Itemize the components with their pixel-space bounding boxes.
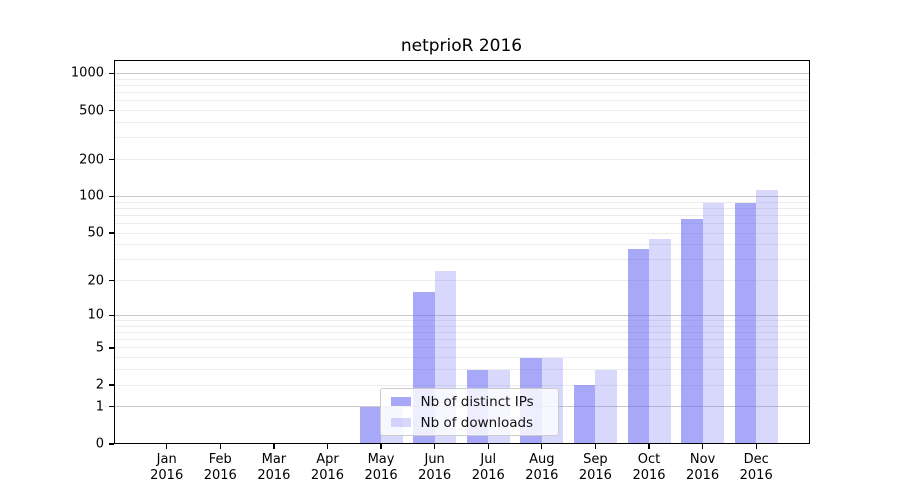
gridline-9 bbox=[113, 320, 810, 321]
y-tick bbox=[108, 232, 114, 234]
y-axis-tick-label: 10 bbox=[87, 307, 104, 323]
gridline-20 bbox=[113, 280, 810, 282]
x-axis-tick-label: May 2016 bbox=[364, 452, 398, 483]
gridline-10 bbox=[113, 314, 810, 316]
gridline-700 bbox=[113, 92, 810, 94]
x-axis-tick-label: Jan 2016 bbox=[150, 452, 184, 483]
gridline-60 bbox=[113, 223, 810, 224]
gridline-500 bbox=[113, 110, 810, 112]
x-axis-tick-label: Feb 2016 bbox=[203, 452, 237, 483]
y-axis-tick-label: 100 bbox=[79, 188, 104, 204]
gridline-2 bbox=[113, 384, 810, 386]
y-axis-tick-label: 20 bbox=[87, 273, 104, 289]
y-axis-tick-label: 2 bbox=[95, 377, 104, 393]
gridline-90 bbox=[113, 201, 810, 203]
y-tick bbox=[108, 195, 114, 198]
x-tick bbox=[273, 444, 275, 449]
gridline-3 bbox=[113, 369, 810, 371]
legend-item-label: Nb of downloads bbox=[420, 414, 534, 431]
bar-oct-downloads bbox=[649, 238, 671, 444]
bar-may-distinct-ips bbox=[359, 406, 382, 444]
gridline-1000 bbox=[113, 72, 810, 74]
x-tick bbox=[755, 444, 757, 449]
bar-sep-distinct-ips bbox=[573, 385, 596, 444]
gridline-8 bbox=[113, 325, 810, 327]
y-axis-tick-label: 5 bbox=[95, 340, 104, 356]
gridline-6 bbox=[113, 339, 810, 341]
legend-item-label: Nb of distinct IPs bbox=[420, 393, 534, 410]
y-axis-tick-label: 200 bbox=[79, 152, 104, 168]
x-tick bbox=[166, 444, 168, 449]
y-tick bbox=[108, 443, 114, 445]
x-tick bbox=[541, 444, 543, 449]
y-axis-tick-label: 1 bbox=[95, 399, 104, 415]
x-axis-tick-label: Jul 2016 bbox=[471, 452, 505, 483]
bar-dec-downloads bbox=[756, 189, 778, 444]
legend-item: Nb of downloads bbox=[390, 414, 548, 431]
y-tick bbox=[108, 109, 114, 112]
y-tick bbox=[108, 280, 114, 282]
x-axis-tick-label: Jun 2016 bbox=[418, 452, 452, 483]
x-axis-tick-label: Dec 2016 bbox=[739, 452, 773, 483]
gridline-70 bbox=[113, 214, 810, 216]
y-axis-tick-label: 0 bbox=[95, 436, 104, 452]
x-axis-tick-label: Sep 2016 bbox=[578, 452, 612, 483]
x-tick bbox=[380, 444, 382, 449]
gridline-50 bbox=[113, 232, 810, 234]
bar-nov-distinct-ips bbox=[681, 219, 703, 444]
chart-title: netprioR 2016 bbox=[400, 36, 523, 56]
gridline-30 bbox=[113, 259, 810, 261]
gridline-300 bbox=[113, 137, 810, 139]
gridline-400 bbox=[113, 122, 810, 123]
gridline-4 bbox=[113, 357, 810, 359]
x-axis-tick-label: Apr 2016 bbox=[310, 452, 345, 483]
gridline-200 bbox=[113, 159, 810, 161]
x-axis-tick-label: Aug 2016 bbox=[525, 452, 559, 483]
bar-oct-distinct-ips bbox=[627, 248, 649, 444]
y-tick bbox=[108, 384, 114, 386]
legend: Nb of distinct IPs Nb of downloads bbox=[379, 388, 559, 436]
legend-swatch bbox=[390, 396, 411, 407]
x-tick bbox=[487, 444, 489, 449]
legend-swatch bbox=[390, 417, 411, 428]
bar-sep-downloads bbox=[595, 369, 617, 444]
gridline-800 bbox=[113, 84, 810, 86]
x-axis-tick-label: Nov 2016 bbox=[686, 452, 720, 483]
x-tick bbox=[219, 444, 221, 449]
y-tick bbox=[108, 72, 114, 75]
x-tick bbox=[594, 444, 597, 449]
y-axis-tick-label: 50 bbox=[87, 225, 104, 241]
y-tick bbox=[108, 406, 114, 408]
gridline-900 bbox=[113, 78, 810, 80]
x-tick bbox=[648, 444, 650, 449]
bar-nov-downloads bbox=[702, 202, 725, 444]
gridline-100 bbox=[113, 195, 810, 197]
x-tick bbox=[434, 444, 436, 449]
plot-area: Nb of distinct IPs Nb of downloads bbox=[113, 60, 810, 444]
legend-item: Nb of distinct IPs bbox=[390, 393, 548, 410]
x-tick bbox=[701, 444, 704, 449]
y-tick bbox=[108, 314, 114, 317]
bar-dec-distinct-ips bbox=[734, 203, 757, 444]
y-axis-tick-label: 1000 bbox=[70, 65, 104, 81]
y-tick bbox=[108, 158, 114, 161]
y-tick bbox=[108, 347, 114, 349]
gridline-40 bbox=[113, 244, 810, 246]
gridline-600 bbox=[113, 100, 810, 102]
gridline-7 bbox=[113, 331, 810, 333]
x-axis-tick-label: Oct 2016 bbox=[632, 452, 666, 483]
y-axis-tick-label: 500 bbox=[79, 103, 104, 119]
x-axis-tick-label: Mar 2016 bbox=[257, 452, 291, 483]
x-tick bbox=[326, 444, 329, 449]
gridline-5 bbox=[113, 347, 810, 349]
gridline-80 bbox=[113, 207, 810, 209]
